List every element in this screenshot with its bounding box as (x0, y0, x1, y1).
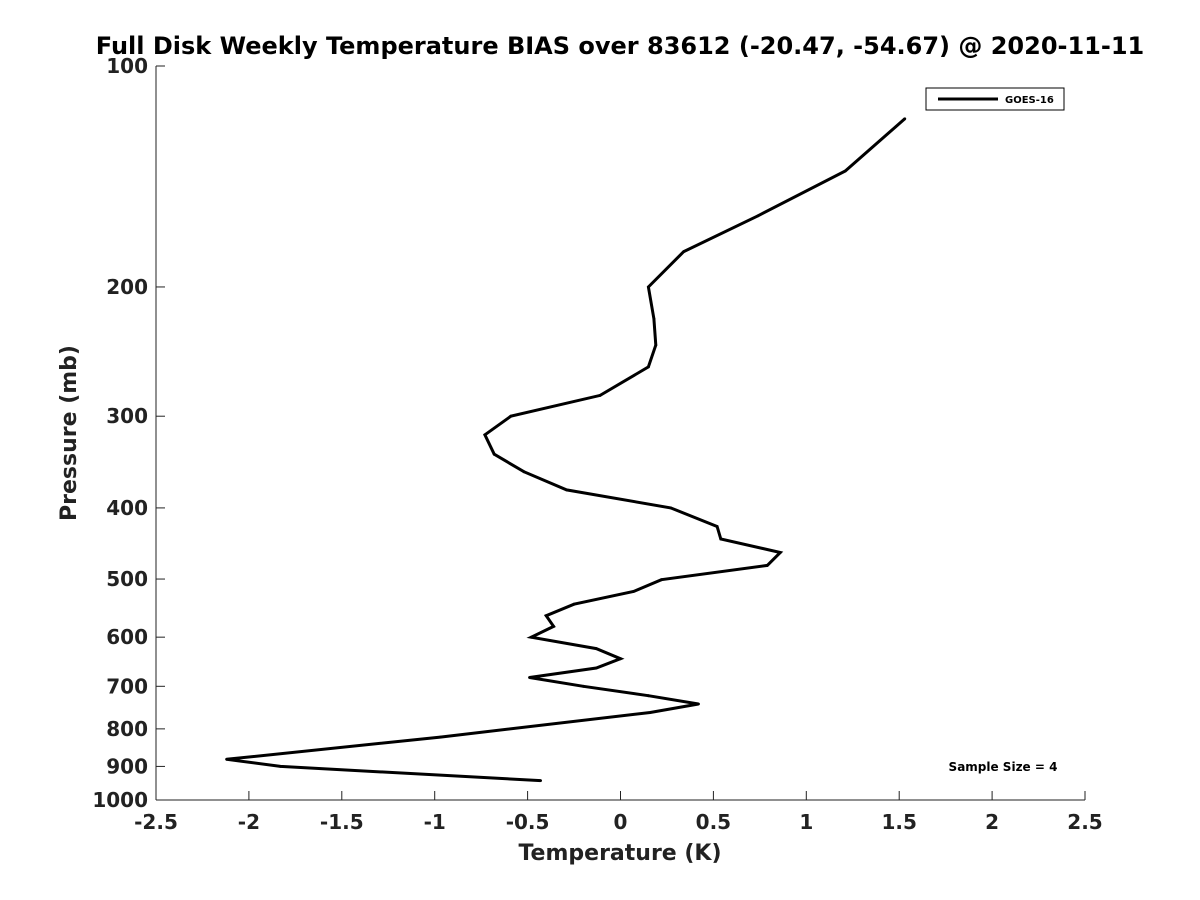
y-tick-label: 900 (106, 754, 148, 778)
data-point (715, 525, 719, 528)
data-point (652, 317, 656, 321)
data-point (660, 578, 663, 582)
data-point (697, 702, 700, 706)
sample-size-annotation: Sample Size = 4 (949, 760, 1058, 774)
data-point (572, 602, 576, 606)
chart-title: Full Disk Weekly Temperature BIAS over 8… (96, 32, 1144, 60)
series-layer (225, 117, 907, 783)
x-tick-label: -1.5 (320, 810, 364, 834)
data-point (843, 169, 847, 173)
y-tick-label: 100 (106, 54, 148, 78)
data-point (528, 676, 531, 679)
data-point (619, 657, 622, 661)
x-tick-label: 2.5 (1067, 810, 1102, 834)
y-tick-label: 600 (106, 625, 148, 649)
data-point (529, 635, 533, 639)
data-point (492, 452, 496, 456)
legend-label-goes16: GOES-16 (1005, 95, 1054, 106)
data-point (647, 694, 650, 698)
data-point (719, 537, 723, 541)
data-point (522, 470, 526, 474)
x-tick-label: -2 (238, 810, 260, 834)
x-tick-label: -1 (424, 810, 446, 834)
data-point (647, 285, 650, 289)
data-point (279, 765, 282, 768)
data-point (581, 684, 585, 688)
data-point (594, 647, 598, 650)
legend: GOES-16 (925, 87, 1065, 111)
x-axis-ticks: -2.5 -2 -1.5 -1 -0.5 0 0.5 1 1.5 2 2.5 (134, 791, 1103, 834)
y-tick-label: 1000 (92, 788, 148, 812)
y-tick-label: 300 (106, 404, 148, 428)
x-tick-label: 0.5 (696, 810, 731, 834)
y-tick-label: 400 (106, 496, 148, 520)
x-tick-label: -2.5 (134, 810, 178, 834)
x-tick-label: 0 (614, 810, 628, 834)
x-tick-label: 1 (799, 810, 813, 834)
y-tick-label: 800 (106, 717, 148, 741)
data-point (765, 564, 769, 567)
data-point (539, 779, 542, 782)
data-point (598, 394, 602, 397)
data-point (647, 365, 650, 369)
data-point (509, 414, 513, 418)
data-point (483, 433, 487, 437)
data-point (648, 711, 652, 714)
data-point (438, 735, 442, 739)
x-tick-label: 2 (985, 810, 999, 834)
data-point (544, 614, 548, 618)
data-point (632, 590, 635, 593)
x-axis-label: Temperature (K) (518, 841, 721, 866)
data-point (669, 506, 673, 510)
x-tick-label: 1.5 (881, 810, 916, 834)
data-point (682, 250, 686, 254)
y-tick-label: 200 (106, 275, 148, 299)
y-tick-label: 700 (106, 674, 148, 698)
x-tick-label: -0.5 (506, 810, 550, 834)
data-point (756, 214, 760, 218)
data-point (552, 625, 555, 628)
data-point (225, 757, 229, 761)
data-point (654, 343, 658, 347)
y-axis-ticks: 100 200 300 400 500 600 700 800 900 1000 (92, 54, 165, 812)
y-tick-label: 500 (106, 567, 148, 591)
data-point (778, 551, 782, 554)
data-point (594, 666, 598, 670)
data-point (565, 488, 568, 492)
data-point (903, 117, 907, 121)
y-axis-label: Pressure (mb) (57, 345, 82, 521)
